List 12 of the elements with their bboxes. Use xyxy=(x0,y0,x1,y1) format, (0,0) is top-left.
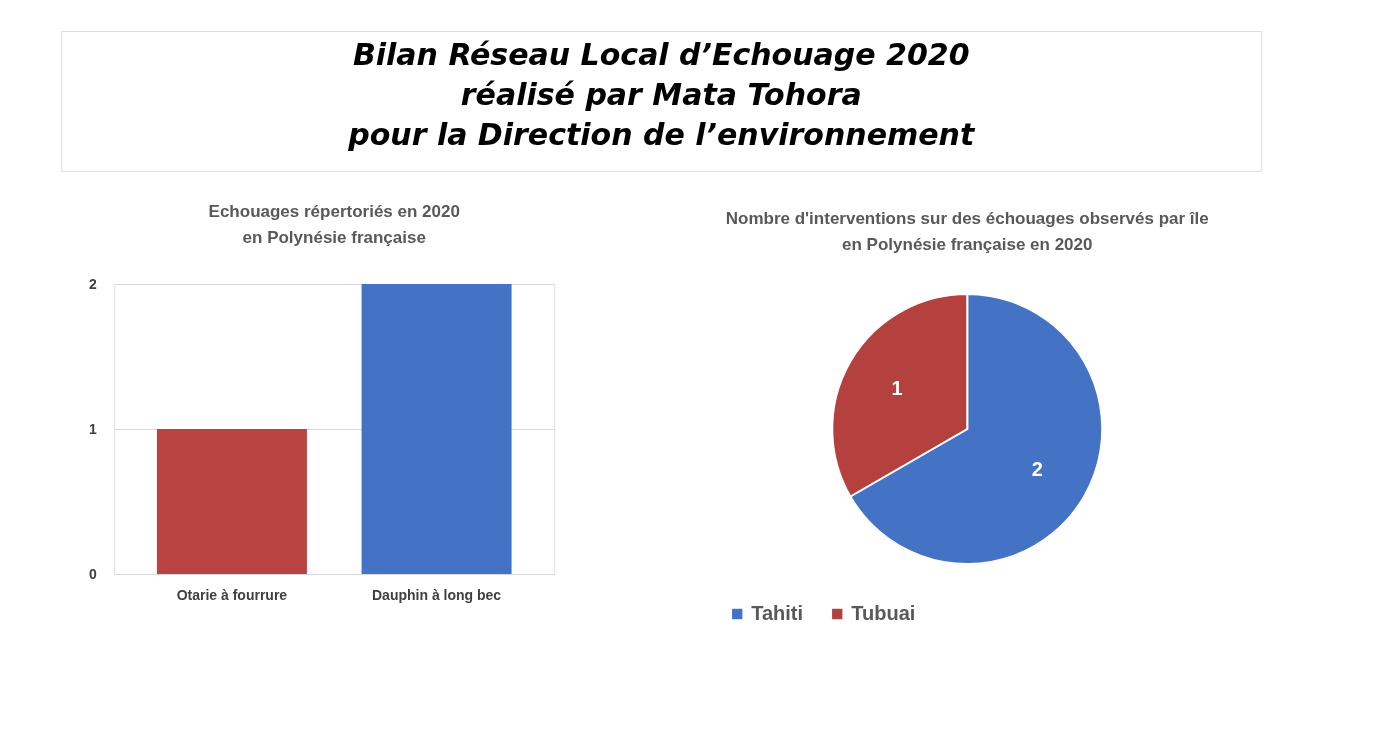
data-label: 2 xyxy=(1031,457,1043,480)
y-tick-label: 2 xyxy=(88,275,97,292)
legend-label: Tubuai xyxy=(851,602,916,624)
y-tick-label: 1 xyxy=(88,420,97,437)
legend-label: Tahiti xyxy=(751,602,804,624)
y-tick-label: 0 xyxy=(88,565,97,582)
chart-title: Echouages répertoriés en 2020 en Polynésie française xyxy=(208,202,460,247)
text: Bilan Réseau Local d’Echouage 2020 réalisé par Mata Tohora pour la Direction de l’environnement xyxy=(347,37,976,152)
chart-title: Nombre d'interventions sur des échouages observés par île en Polynésie française en 2020 xyxy=(725,209,1209,254)
data-label: 1 xyxy=(891,376,903,399)
x-tick-label: Dauphin à long bec xyxy=(372,586,502,603)
x-tick-label: Otarie à fourrure xyxy=(176,586,288,603)
